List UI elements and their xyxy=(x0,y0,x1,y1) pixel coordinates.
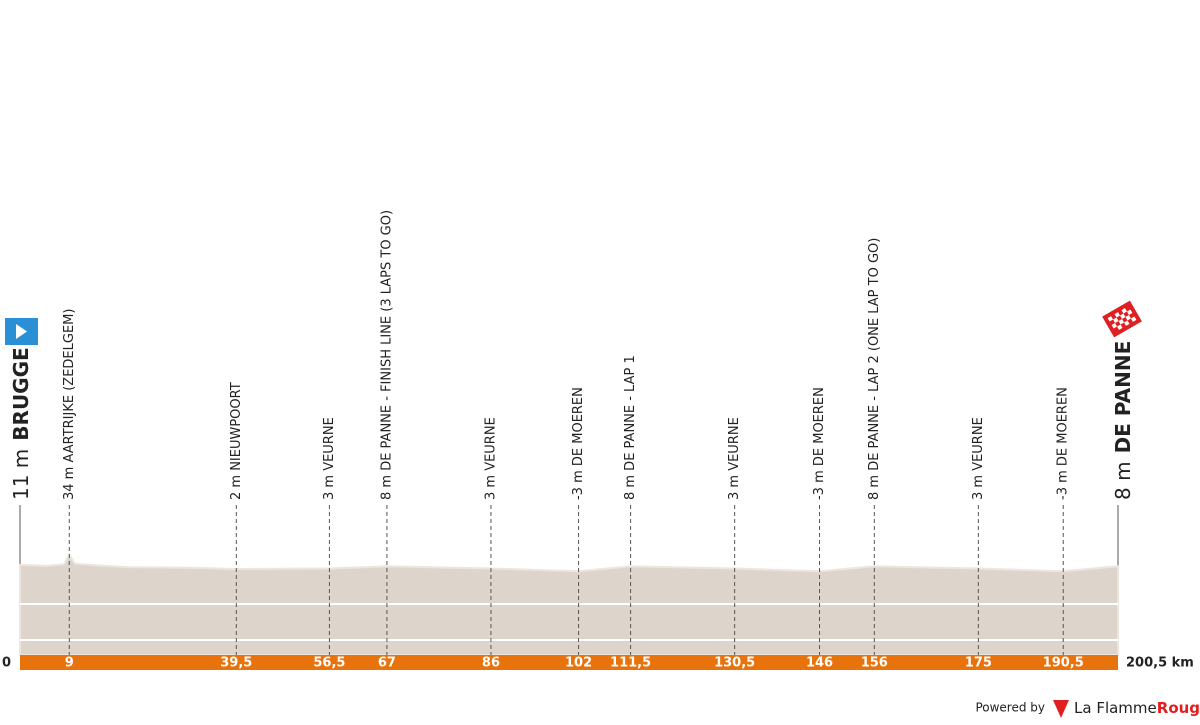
start-altitude: 11 m xyxy=(9,449,33,500)
km-tick-label: 190,5 xyxy=(1043,656,1084,671)
finish-flag xyxy=(1102,300,1142,338)
finish-label: 8 m DE PANNE xyxy=(1111,341,1135,500)
km-tick-label: 39,5 xyxy=(220,656,252,671)
km-tick-label: 111,5 xyxy=(610,656,651,671)
km-tick-label: 86 xyxy=(482,656,500,671)
km-band xyxy=(20,655,1118,670)
waypoint-label: 8 m DE PANNE - FINISH LINE (3 LAPS TO GO… xyxy=(379,210,394,500)
waypoint-label: 3 m VEURNE xyxy=(971,417,986,500)
brand: La FlammeRouge xyxy=(1074,699,1200,717)
km-tick-label: 0 xyxy=(2,656,11,671)
waypoint-label: 34 m AARTRIJKE (ZEDELGEM) xyxy=(62,309,77,500)
waypoint-label: 3 m VEURNE xyxy=(322,417,337,500)
powered-by: Powered by xyxy=(975,701,1045,715)
waypoint-label: 8 m DE PANNE - LAP 2 (ONE LAP TO GO) xyxy=(867,238,882,500)
km-tick-label: 156 xyxy=(861,656,888,671)
km-tick-label: 146 xyxy=(806,656,833,671)
brand-logo xyxy=(1053,700,1069,718)
waypoint-label: -3 m DE MOEREN xyxy=(812,387,827,500)
start-flag-arrow xyxy=(16,324,27,339)
finish-name: DE PANNE xyxy=(1111,341,1135,454)
start-label: 11 m BRUGGE xyxy=(9,347,33,500)
waypoint-label: 2 m NIEUWPOORT xyxy=(229,382,244,500)
km-tick-label: 67 xyxy=(378,656,396,671)
finish-altitude: 8 m xyxy=(1111,461,1135,500)
km-tick-label: 56,5 xyxy=(313,656,345,671)
waypoint-label: -3 m DE MOEREN xyxy=(1056,387,1071,500)
brand-name: La Flamme xyxy=(1074,699,1157,717)
km-tick-label: 130,5 xyxy=(714,656,755,671)
km-tick-label: 200,5 km xyxy=(1126,656,1194,671)
km-tick-label: 175 xyxy=(965,656,992,671)
waypoint-label: 8 m DE PANNE - LAP 1 xyxy=(623,355,638,500)
km-tick-label: 9 xyxy=(65,656,74,671)
waypoint-label: -3 m DE MOEREN xyxy=(571,387,586,500)
start-name: BRUGGE xyxy=(9,347,33,440)
km-tick-label: 102 xyxy=(565,656,592,671)
waypoint-label: 3 m VEURNE xyxy=(483,417,498,500)
plot: 34 m AARTRIJKE (ZEDELGEM) 2 m NIEUWPOORT 3… xyxy=(2,210,1194,671)
brand-accent: Rouge xyxy=(1157,699,1200,717)
waypoint-label: 3 m VEURNE xyxy=(727,417,742,500)
